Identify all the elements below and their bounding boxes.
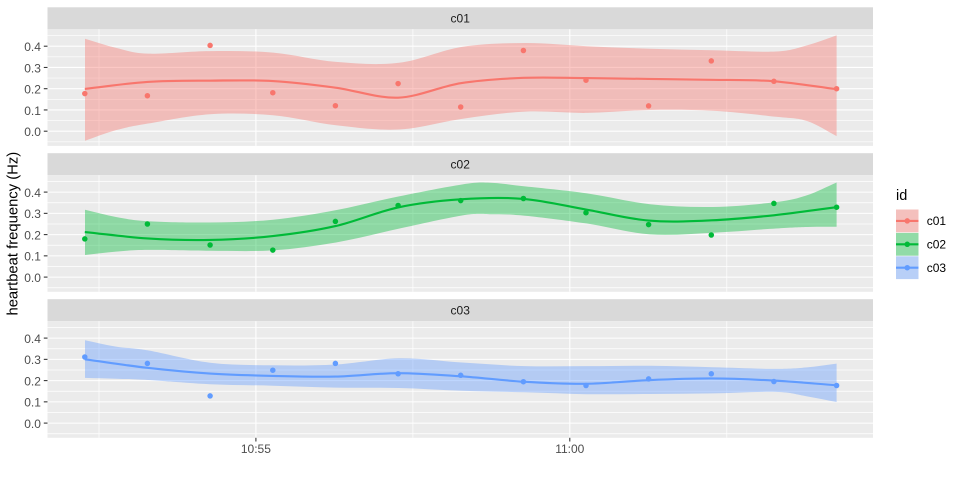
svg-text:10:55: 10:55 bbox=[241, 442, 271, 456]
svg-text:c03: c03 bbox=[451, 304, 471, 318]
svg-text:0.1: 0.1 bbox=[24, 104, 41, 118]
svg-text:0.1: 0.1 bbox=[24, 250, 41, 264]
svg-text:0.4: 0.4 bbox=[24, 186, 41, 200]
svg-text:0.3: 0.3 bbox=[24, 207, 41, 221]
svg-text:0.0: 0.0 bbox=[24, 271, 41, 285]
svg-text:c02: c02 bbox=[927, 238, 947, 252]
svg-text:0.3: 0.3 bbox=[24, 353, 41, 367]
svg-text:c02: c02 bbox=[451, 158, 471, 172]
svg-text:11:00: 11:00 bbox=[555, 442, 584, 456]
svg-text:c03: c03 bbox=[927, 261, 947, 275]
svg-text:0.2: 0.2 bbox=[24, 374, 41, 388]
svg-text:0.4: 0.4 bbox=[24, 40, 41, 54]
svg-text:0.1: 0.1 bbox=[24, 396, 41, 410]
svg-text:0.0: 0.0 bbox=[24, 417, 41, 431]
svg-text:c01: c01 bbox=[451, 12, 471, 26]
svg-text:0.4: 0.4 bbox=[24, 332, 41, 346]
svg-text:c01: c01 bbox=[927, 214, 947, 228]
svg-text:0.2: 0.2 bbox=[24, 228, 41, 242]
svg-text:id: id bbox=[896, 188, 907, 204]
svg-text:0.3: 0.3 bbox=[24, 61, 41, 75]
svg-text:0.0: 0.0 bbox=[24, 125, 41, 139]
svg-text:heartbeat frequency (Hz): heartbeat frequency (Hz) bbox=[6, 152, 22, 316]
svg-text:0.2: 0.2 bbox=[24, 83, 41, 97]
